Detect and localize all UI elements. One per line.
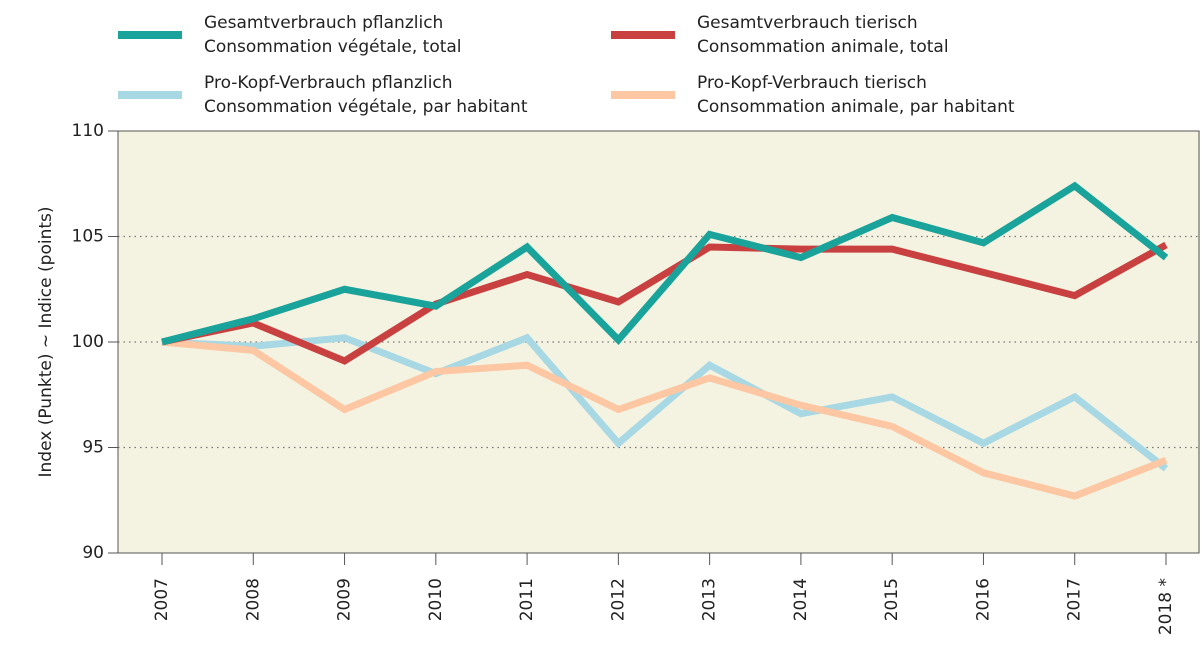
legend-label: Consommation végétale, par habitant <box>204 97 528 117</box>
y-tick-label: 100 <box>72 332 104 352</box>
series-line <box>161 333 1169 472</box>
legend-label: Consommation végétale, total <box>204 37 462 57</box>
x-tick-label: 2009 <box>335 578 355 621</box>
legend-label: Pro-Kopf-Verbrauch tierisch <box>697 73 927 93</box>
x-tick-label: 2010 <box>426 578 446 621</box>
x-tick-label: 2012 <box>608 578 628 621</box>
series-line <box>161 241 1168 365</box>
x-tick-label: 2014 <box>791 578 811 621</box>
series-line <box>161 181 1169 346</box>
x-tick-label: 2018 * <box>1156 578 1176 635</box>
y-tick-label: 95 <box>82 438 104 458</box>
x-tick-label: 2013 <box>700 578 720 621</box>
x-tick-label: 2016 <box>973 578 993 621</box>
x-tick-label: 2007 <box>152 578 172 621</box>
legend-label: Gesamtverbrauch pflanzlich <box>204 13 443 33</box>
legend-label: Consommation animale, total <box>697 37 949 57</box>
x-tick-label: 2008 <box>243 578 263 621</box>
x-tick-label: 2017 <box>1065 578 1085 621</box>
x-tick-label: 2011 <box>517 578 537 621</box>
y-tick-label: 90 <box>82 543 104 563</box>
y-tick-label: 105 <box>72 227 104 247</box>
series-line <box>161 338 1168 500</box>
y-axis-label: Index (Punkte) ~ Indice (points) <box>36 207 56 478</box>
plot-border <box>117 130 1200 554</box>
legend-label: Consommation animale, par habitant <box>697 97 1015 117</box>
legend-label: Gesamtverbrauch tierisch <box>697 13 918 33</box>
legend-label: Pro-Kopf-Verbrauch pflanzlich <box>204 73 453 93</box>
y-tick-label: 110 <box>72 121 104 141</box>
x-tick-label: 2015 <box>882 578 902 621</box>
